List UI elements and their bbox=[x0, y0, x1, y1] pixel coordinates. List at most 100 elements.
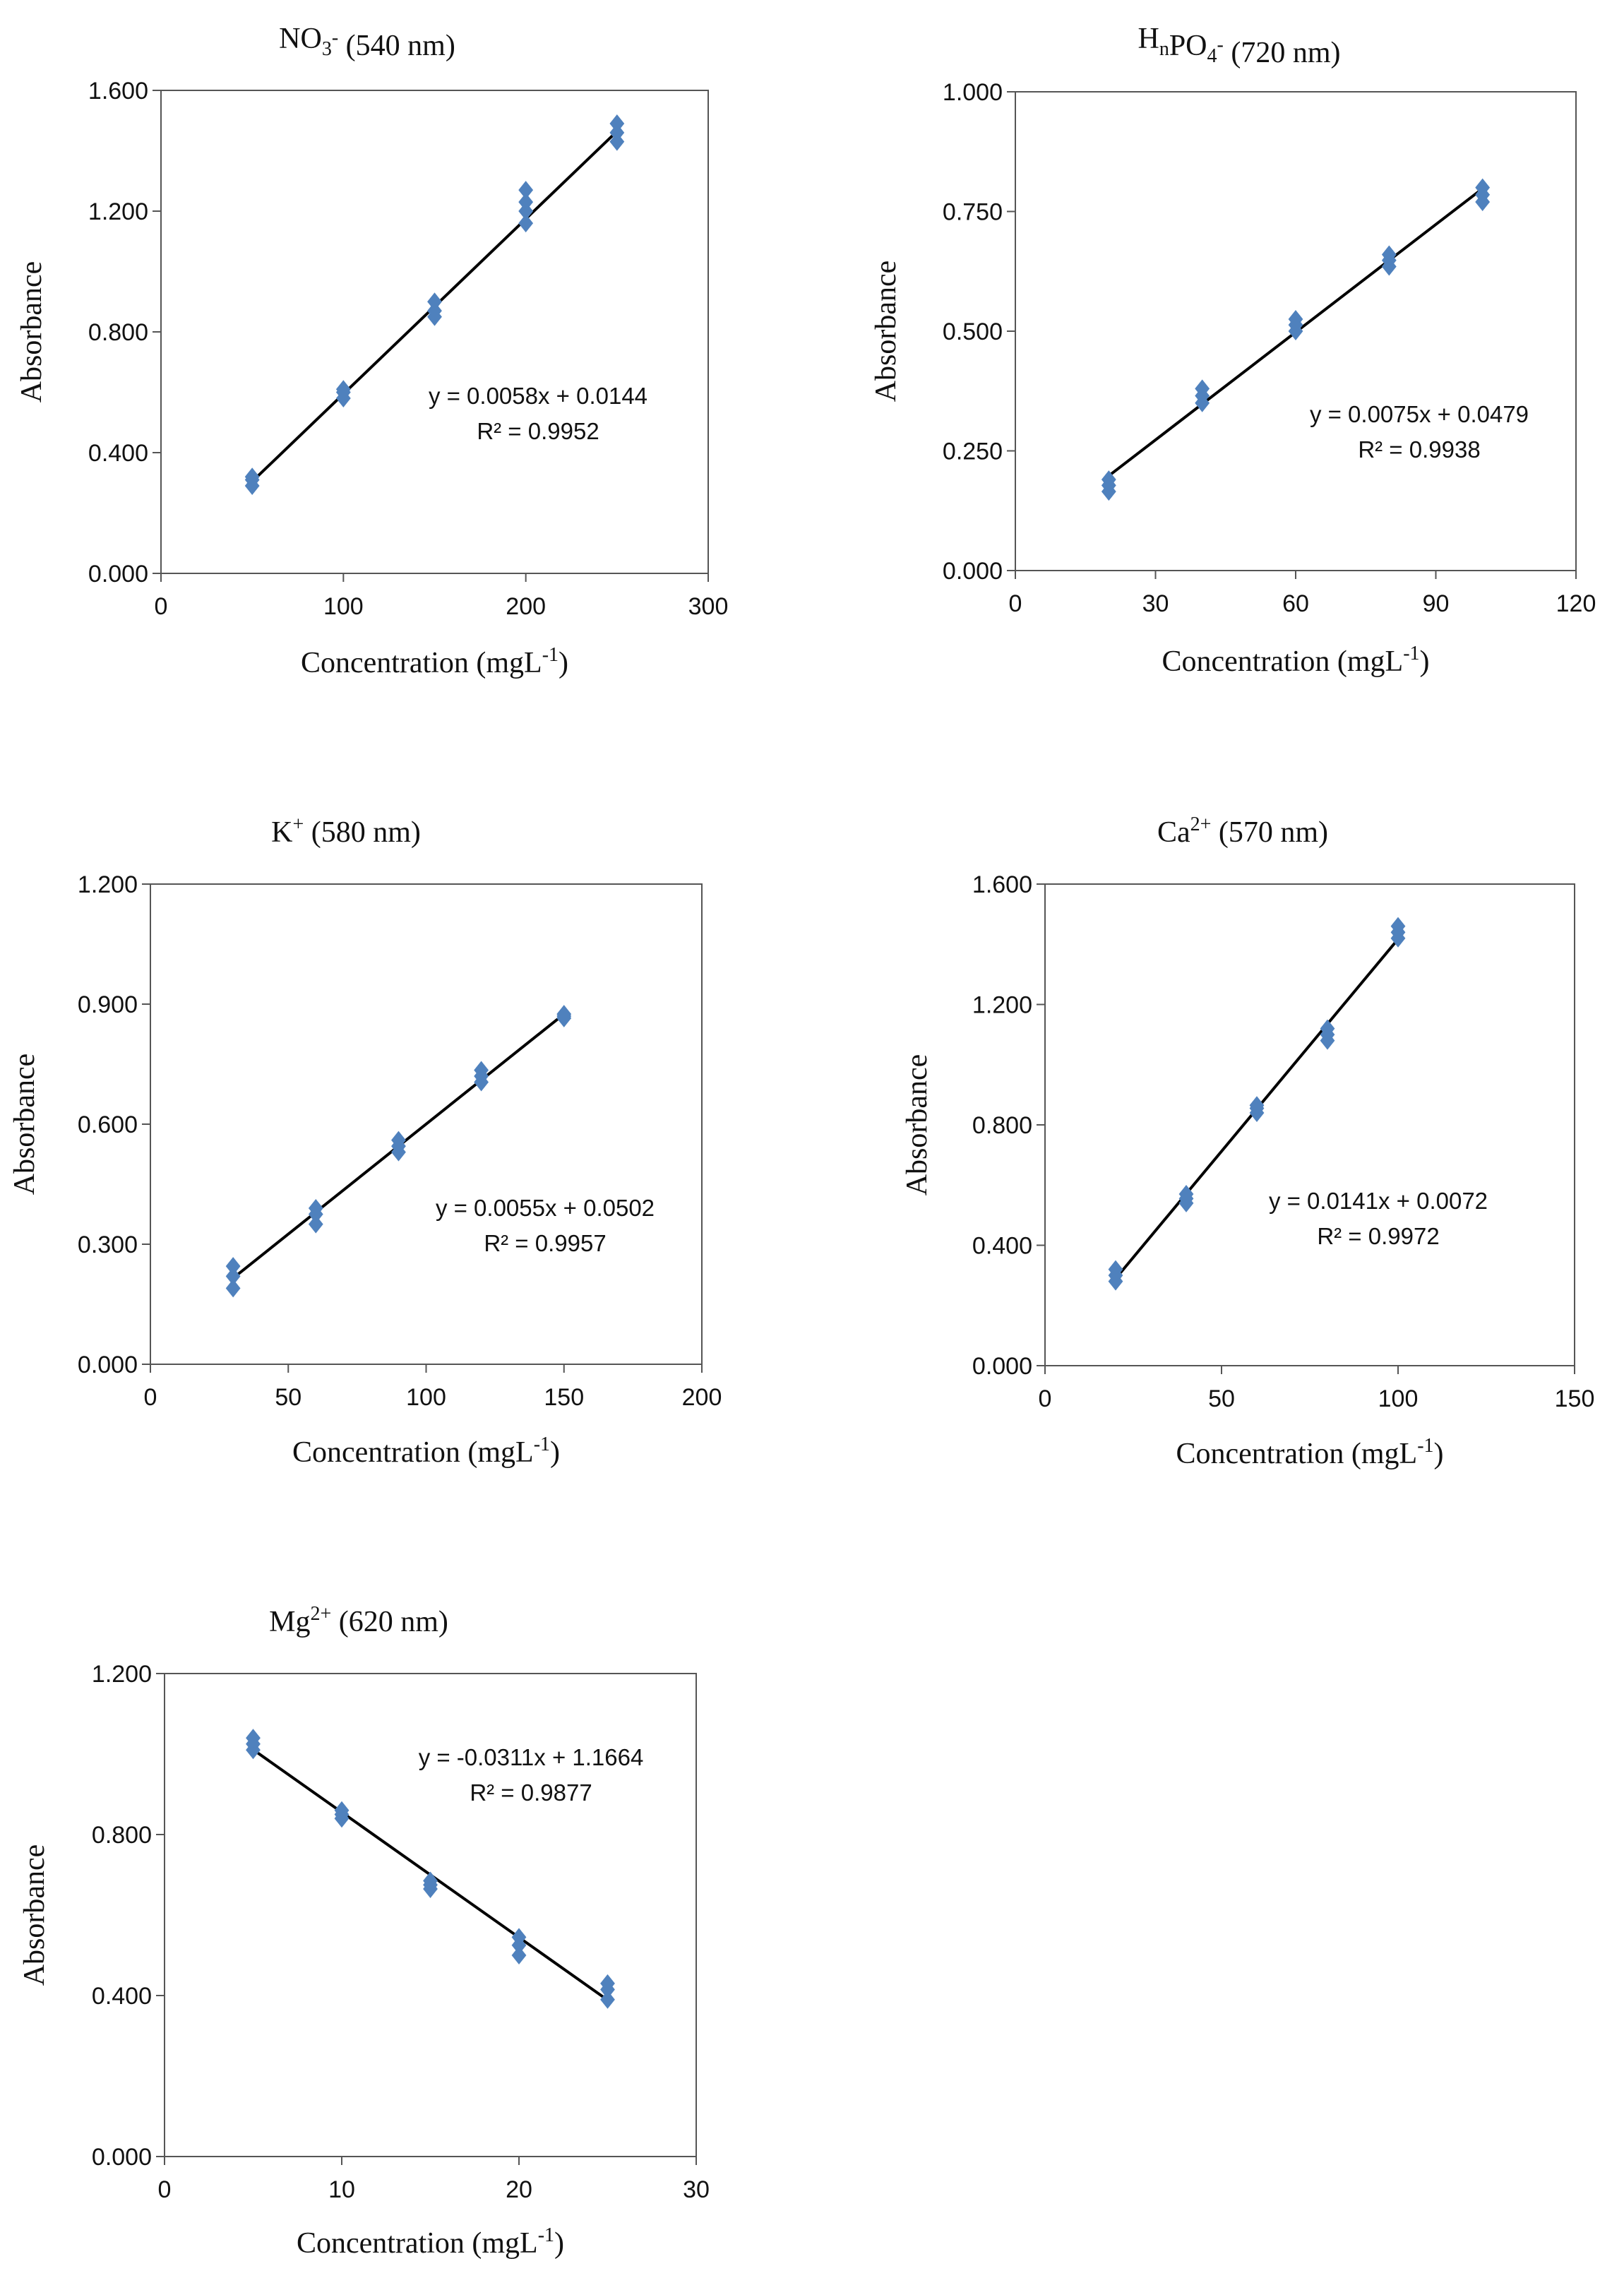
title-mid: PO bbox=[1169, 30, 1207, 62]
chart-1: 0.000 0.400 0.800 1.200 1.600 0 100 200 300 y = 0… bbox=[16, 23, 728, 679]
x-tick-label: 200 bbox=[506, 593, 546, 620]
y-tick-label: 1.200 bbox=[88, 198, 148, 225]
x-tick-label: 50 bbox=[275, 1384, 301, 1411]
title-subscript: 3 bbox=[322, 38, 332, 60]
x-tick-label: 30 bbox=[1142, 590, 1169, 617]
y-axis-label: Absorbance bbox=[18, 1844, 51, 1986]
x-axis-label-main: Concentration (mgL bbox=[1176, 1438, 1417, 1470]
chart-2: 0.000 0.250 0.500 0.750 1.000 0 30 60 90 120 y = 0… bbox=[870, 23, 1596, 678]
x-tick-label: 0 bbox=[155, 593, 168, 620]
x-axis-label-superscript: -1 bbox=[1417, 1435, 1433, 1457]
data-point bbox=[308, 1199, 323, 1217]
x-tick-label: 100 bbox=[1378, 1385, 1419, 1412]
data-point bbox=[1320, 1019, 1335, 1038]
title-superscript: 2+ bbox=[310, 1603, 331, 1625]
data-point bbox=[1108, 1260, 1123, 1279]
x-tick-label: 150 bbox=[544, 1384, 584, 1411]
x-axis-label: Concentration (mgL-1) bbox=[297, 2224, 564, 2260]
data-point bbox=[1178, 1185, 1194, 1204]
title-rest: (620 nm) bbox=[331, 1606, 448, 1638]
x-tick-label: 30 bbox=[683, 2176, 710, 2203]
data-point bbox=[335, 380, 351, 399]
title-main: K bbox=[271, 816, 292, 849]
y-tick-label: 1.200 bbox=[78, 871, 138, 898]
y-tick-label: 0.750 bbox=[943, 199, 1003, 226]
x-axis-label-superscript: -1 bbox=[542, 644, 559, 666]
data-point bbox=[1390, 917, 1406, 936]
y-tick-label: 1.000 bbox=[943, 79, 1003, 106]
x-axis-label: Concentration (mgL-1) bbox=[1162, 643, 1429, 678]
y-axis-label: Absorbance bbox=[8, 1054, 41, 1195]
x-tick-label: 200 bbox=[682, 1384, 722, 1411]
title-superscript: - bbox=[1217, 34, 1224, 56]
data-point bbox=[511, 1946, 527, 1964]
y-tick-label: 0.250 bbox=[943, 439, 1003, 465]
plot-area-frame bbox=[160, 90, 709, 574]
y-tick-label: 0.000 bbox=[972, 1353, 1032, 1380]
data-point bbox=[518, 181, 534, 200]
title-main: Mg bbox=[269, 1606, 310, 1638]
y-tick-label: 0.000 bbox=[78, 1352, 138, 1378]
data-point bbox=[427, 292, 442, 311]
chart-title: K+ (580 nm) bbox=[271, 813, 421, 849]
plot-area-frame bbox=[1044, 883, 1575, 1366]
title-rest: (570 nm) bbox=[1211, 816, 1328, 849]
data-point bbox=[225, 1257, 241, 1276]
data-point bbox=[600, 1990, 615, 2009]
title-rest: (720 nm) bbox=[1224, 37, 1341, 69]
data-point bbox=[334, 1801, 350, 1820]
x-tick-label: 0 bbox=[1039, 1385, 1052, 1412]
x-tick-label: 100 bbox=[323, 593, 364, 620]
chart-5: 0.000 0.400 0.800 1.200 0 10 20 30 y = -0.0311x … bbox=[18, 1603, 710, 2260]
title-superscript: 2+ bbox=[1190, 813, 1212, 835]
chart-title: Ca2+ (570 nm) bbox=[1157, 813, 1328, 849]
y-tick-label: 0.800 bbox=[88, 319, 148, 346]
y-axis-label: Absorbance bbox=[16, 261, 48, 403]
y-tick-label: 0.400 bbox=[92, 1983, 152, 2010]
y-tick-label: 0.900 bbox=[78, 991, 138, 1018]
x-axis-label-end: ) bbox=[550, 1436, 560, 1469]
x-tick-label: 20 bbox=[506, 2176, 532, 2203]
data-point bbox=[308, 1215, 323, 1234]
x-axis-label-main: Concentration (mgL bbox=[292, 1436, 534, 1469]
y-tick-label: 0.600 bbox=[78, 1111, 138, 1138]
data-point bbox=[391, 1131, 406, 1150]
x-axis-label-main: Concentration (mgL bbox=[1162, 645, 1403, 678]
y-tick-label: 1.600 bbox=[88, 78, 148, 105]
x-axis-label-superscript: -1 bbox=[1403, 643, 1419, 664]
chart-title: NO3- (540 nm) bbox=[279, 23, 455, 62]
title-subscript-2: 4 bbox=[1207, 45, 1217, 67]
y-tick-label: 0.400 bbox=[88, 440, 148, 467]
data-point bbox=[1195, 379, 1210, 398]
r-squared-label: R² = 0.9938 bbox=[1358, 436, 1480, 463]
y-tick-label: 1.600 bbox=[972, 871, 1032, 898]
trendline-equation: y = 0.0075x + 0.0479 bbox=[1310, 401, 1529, 427]
data-point bbox=[1475, 178, 1491, 197]
title-main: H bbox=[1138, 23, 1159, 55]
data-point bbox=[225, 1267, 241, 1286]
x-axis-label: Concentration (mgL-1) bbox=[292, 1433, 560, 1469]
x-axis-label-end: ) bbox=[559, 647, 568, 679]
chart-4: 0.000 0.400 0.800 1.200 1.600 0 50 100 150 y = 0.… bbox=[901, 813, 1594, 1470]
y-tick-label: 0.800 bbox=[972, 1112, 1032, 1139]
x-axis-label: Concentration (mgL-1) bbox=[301, 644, 568, 679]
x-axis-label-end: ) bbox=[1420, 645, 1430, 678]
x-axis-label-superscript: -1 bbox=[538, 2224, 554, 2246]
trendline-equation: y = -0.0311x + 1.1664 bbox=[419, 1744, 644, 1770]
x-tick-label: 300 bbox=[688, 593, 729, 620]
data-point bbox=[244, 467, 260, 487]
chart-3: 0.000 0.300 0.600 0.900 1.200 0 50 100 150 200 y =… bbox=[8, 813, 722, 1469]
data-point bbox=[518, 214, 534, 233]
x-axis-label-main: Concentration (mgL bbox=[297, 2227, 538, 2260]
data-point bbox=[1288, 310, 1303, 329]
y-tick-label: 0.800 bbox=[92, 1822, 152, 1849]
r-squared-label: R² = 0.9972 bbox=[1317, 1223, 1439, 1249]
data-point bbox=[474, 1061, 489, 1080]
x-axis-label: Concentration (mgL-1) bbox=[1176, 1435, 1443, 1470]
y-axis-label: Absorbance bbox=[870, 261, 902, 402]
data-point bbox=[556, 1005, 572, 1024]
x-tick-label: 0 bbox=[144, 1384, 157, 1411]
r-squared-label: R² = 0.9877 bbox=[470, 1779, 592, 1806]
y-tick-label: 0.300 bbox=[78, 1232, 138, 1258]
